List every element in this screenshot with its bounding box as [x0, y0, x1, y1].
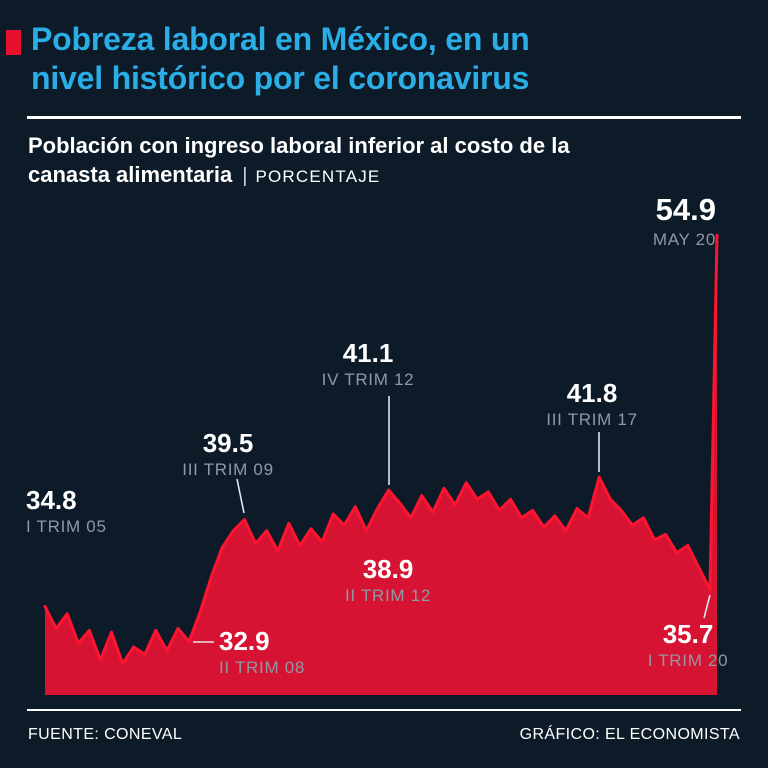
- red-accent-square: [6, 30, 21, 55]
- subtitle-unit-label: PORCENTAJE: [255, 167, 381, 187]
- subtitle-bold-text: canasta alimentaria: [28, 162, 233, 188]
- leader-line-iii-trim-09: [236, 478, 245, 514]
- subtitle-line2: canasta alimentaria | PORCENTAJE: [28, 160, 570, 189]
- chart-line: [43, 233, 719, 666]
- bottom-divider: [27, 709, 741, 711]
- chart-area-fill: [45, 235, 717, 696]
- title-line2: nivel histórico por el coronavirus: [31, 60, 530, 97]
- page-title: Pobreza laboral en México, en un nivel h…: [31, 20, 530, 98]
- leader-line-i-trim-20: [703, 594, 711, 619]
- chart-subtitle: Población con ingreso laboral inferior a…: [28, 131, 570, 189]
- top-divider: [27, 116, 741, 119]
- subtitle-line1: Población con ingreso laboral inferior a…: [28, 133, 570, 158]
- graphic-credit: GRÁFICO: EL ECONOMISTA: [519, 726, 740, 743]
- source-credit: FUENTE: CONEVAL: [28, 726, 183, 743]
- annotation-leader-lines: [193, 396, 711, 643]
- subtitle-separator: |: [242, 165, 248, 188]
- title-line1: Pobreza laboral en México, en un: [31, 21, 530, 57]
